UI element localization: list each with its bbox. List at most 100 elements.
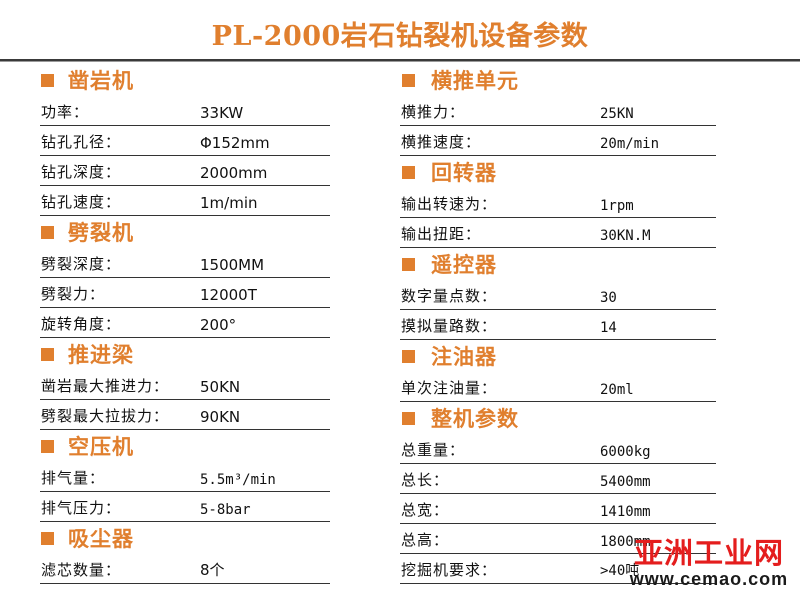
section-air-compressor: 空压机 排气量： 5.5m³/min 排气压力： 5-8bar xyxy=(40,430,330,522)
spec-label: 摸拟量路数： xyxy=(401,317,498,335)
spec-row: 滤芯数量： 8个 xyxy=(40,554,330,584)
square-bullet-icon xyxy=(41,73,54,87)
spec-value: 5-8bar xyxy=(200,502,251,518)
spec-label: 单次注油量： xyxy=(401,379,498,397)
spec-label: 总宽： xyxy=(401,501,450,519)
spec-label: 数字量点数： xyxy=(401,287,498,305)
spec-row: 总高： 1800mm xyxy=(400,524,716,554)
section-heading: 回转器 xyxy=(400,156,716,188)
spec-value: 1800mm xyxy=(600,534,651,550)
spec-row: 单次注油量： 20ml xyxy=(400,372,716,402)
spec-row: 钻孔深度： 2000mm xyxy=(40,156,330,186)
section-splitter: 劈裂机 劈裂深度： 1500MM 劈裂力： 12000T 旋转角度： 200° xyxy=(40,216,330,338)
section-heading: 整机参数 xyxy=(400,402,716,434)
section-rotator: 回转器 输出转速为： 1rpm 输出扭距： 30KN.M xyxy=(400,156,716,248)
spec-label: 总高： xyxy=(401,531,450,549)
spec-label: 输出扭距： xyxy=(401,225,482,243)
square-bullet-icon xyxy=(402,349,415,363)
spec-label: 旋转角度： xyxy=(41,315,122,333)
spec-row: 输出扭距： 30KN.M xyxy=(400,218,716,248)
spec-value: 14 xyxy=(600,320,617,336)
left-column: 凿岩机 功率： 33KW 钻孔孔径： Φ152mm 钻孔深度： 2000mm 钻孔速度… xyxy=(40,64,330,584)
title-divider xyxy=(0,59,800,62)
spec-row: 排气压力： 5-8bar xyxy=(40,492,330,522)
section-remote-control: 遥控器 数字量点数： 30 摸拟量路数： 14 xyxy=(400,248,716,340)
spec-value: 90KN xyxy=(200,408,241,426)
spec-value: 6000kg xyxy=(600,444,651,460)
square-bullet-icon xyxy=(402,165,415,179)
section-heading: 凿岩机 xyxy=(40,64,330,96)
square-bullet-icon xyxy=(402,257,415,271)
section-heading: 横推单元 xyxy=(400,64,716,96)
square-bullet-icon xyxy=(402,411,415,425)
section-overall-specs: 整机参数 总重量： 6000kg 总长： 5400mm 总宽： 1410mm 总高： 1… xyxy=(400,402,716,584)
section-title: 推进梁 xyxy=(68,343,134,367)
spec-label: 输出转速为： xyxy=(401,195,498,213)
spec-value: 50KN xyxy=(200,378,241,396)
watermark-name: 亚洲工业网 xyxy=(633,536,784,570)
section-heading: 劈裂机 xyxy=(40,216,330,248)
spec-label: 凿岩最大推进力： xyxy=(41,377,170,395)
section-lubricator: 注油器 单次注油量： 20ml xyxy=(400,340,716,402)
spec-value: >40吨 xyxy=(600,563,640,579)
spec-row: 横推速度： 20m/min xyxy=(400,126,716,156)
section-title: 横推单元 xyxy=(431,69,519,93)
spec-value: Φ152mm xyxy=(200,134,270,152)
spec-row: 总宽： 1410mm xyxy=(400,494,716,524)
section-title: 吸尘器 xyxy=(68,527,134,551)
page-title: PL-2000岩石钻裂机设备参数 xyxy=(211,21,589,52)
spec-row: 钻孔孔径： Φ152mm xyxy=(40,126,330,156)
watermark: 亚洲工业网 www.cemao.com xyxy=(620,538,798,590)
square-bullet-icon xyxy=(41,439,54,453)
section-title: 劈裂机 xyxy=(68,221,134,245)
spec-row: 摸拟量路数： 14 xyxy=(400,310,716,340)
spec-value: 5400mm xyxy=(600,474,651,490)
spec-value: 1rpm xyxy=(600,198,634,214)
spec-value: 8个 xyxy=(200,561,225,579)
spec-label: 钻孔孔径： xyxy=(41,133,122,151)
spec-row: 旋转角度： 200° xyxy=(40,308,330,338)
watermark-url: www.cemao.com xyxy=(629,569,789,589)
spec-row: 劈裂力： 12000T xyxy=(40,278,330,308)
spec-value: 20ml xyxy=(600,382,634,398)
spec-label: 钻孔深度： xyxy=(41,163,122,181)
section-title: 凿岩机 xyxy=(68,69,134,93)
spec-row: 钻孔速度： 1m/min xyxy=(40,186,330,216)
spec-label: 滤芯数量： xyxy=(41,561,122,579)
square-bullet-icon xyxy=(41,347,54,361)
section-title: 回转器 xyxy=(431,161,497,185)
spec-value: 5.5m³/min xyxy=(200,472,276,488)
section-feed-beam: 推进梁 凿岩最大推进力： 50KN 劈裂最大拉拔力： 90KN xyxy=(40,338,330,430)
section-title: 遥控器 xyxy=(431,253,497,277)
spec-row: 总长： 5400mm xyxy=(400,464,716,494)
spec-label: 总长： xyxy=(401,471,450,489)
spec-label: 横推速度： xyxy=(401,133,482,151)
spec-value: 25KN xyxy=(600,106,634,122)
spec-value: 20m/min xyxy=(600,136,660,152)
spec-label: 挖掘机要求： xyxy=(401,561,498,579)
spec-label: 劈裂力： xyxy=(41,285,106,303)
spec-label: 总重量： xyxy=(401,441,466,459)
spec-value: 1500MM xyxy=(200,256,265,274)
spec-value: 12000T xyxy=(200,286,257,304)
section-dust-collector: 吸尘器 滤芯数量： 8个 xyxy=(40,522,330,584)
spec-row: 劈裂最大拉拔力： 90KN xyxy=(40,400,330,430)
spec-row: 总重量： 6000kg xyxy=(400,434,716,464)
spec-value: 30KN.M xyxy=(600,228,651,244)
spec-row: 凿岩最大推进力： 50KN xyxy=(40,370,330,400)
square-bullet-icon xyxy=(402,73,415,87)
spec-value: 30 xyxy=(600,290,617,306)
spec-value: 1m/min xyxy=(200,194,258,212)
section-heading: 注油器 xyxy=(400,340,716,372)
spec-row: 功率： 33KW xyxy=(40,96,330,126)
spec-value: 2000mm xyxy=(200,164,268,182)
spec-row: 输出转速为： 1rpm xyxy=(400,188,716,218)
right-column: 横推单元 横推力： 25KN 横推速度： 20m/min 回转器 输出转速为： 1rp… xyxy=(400,64,716,584)
section-rock-drill: 凿岩机 功率： 33KW 钻孔孔径： Φ152mm 钻孔深度： 2000mm 钻孔速度… xyxy=(40,64,330,216)
spec-label: 劈裂深度： xyxy=(41,255,122,273)
square-bullet-icon xyxy=(41,531,54,545)
section-heading: 吸尘器 xyxy=(40,522,330,554)
spec-label: 劈裂最大拉拔力： xyxy=(41,407,170,425)
spec-value: 200° xyxy=(200,316,237,334)
section-heading: 空压机 xyxy=(40,430,330,462)
